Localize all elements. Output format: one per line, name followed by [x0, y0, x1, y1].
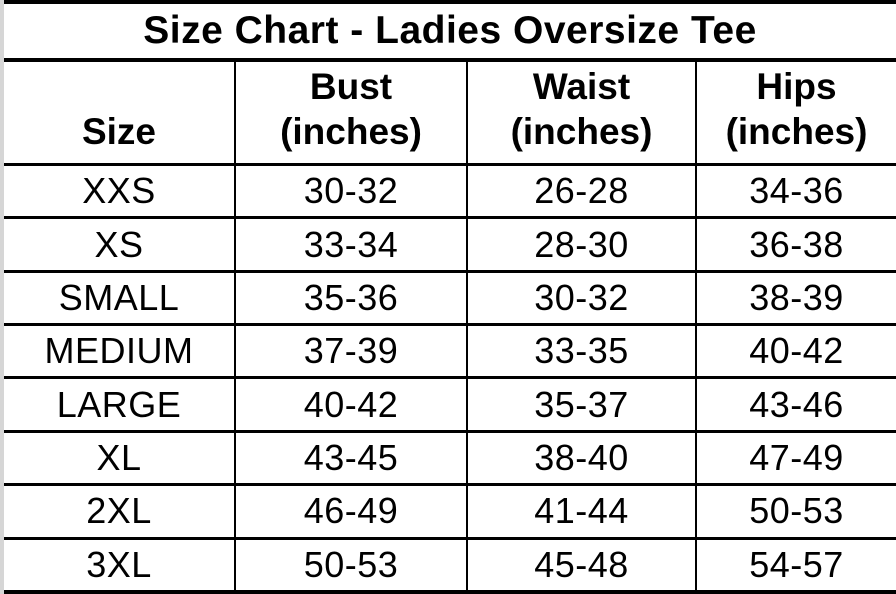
bust-cell: 35-36: [234, 269, 468, 327]
col-header-size: Size: [1, 58, 236, 166]
waist-cell: 45-48: [466, 536, 697, 594]
table-row: MEDIUM 37-39 33-35 40-42: [1, 323, 896, 380]
col-header-size-label: Size: [81, 110, 157, 152]
size-cell: 2XL: [1, 483, 236, 540]
waist-cell: 30-32: [466, 269, 697, 327]
table-row: LARGE 40-42 35-37 43-46: [1, 376, 896, 433]
table-title: Size Chart - Ladies Oversize Tee: [0, 0, 896, 62]
table-row: XS 33-34 28-30 36-38: [1, 216, 896, 273]
size-cell: SMALL: [1, 269, 236, 327]
col-header-hips-label: Hips: [756, 65, 837, 107]
bust-cell: 40-42: [234, 376, 468, 433]
waist-cell: 33-35: [466, 323, 697, 380]
hips-cell: 43-46: [694, 376, 896, 433]
table-row: XL 43-45 38-40 47-49: [1, 429, 896, 487]
hips-cell: 36-38: [694, 216, 896, 273]
table-row: XXS 30-32 26-28 34-36: [1, 162, 896, 220]
waist-cell: 38-40: [466, 429, 697, 487]
hips-cell: 54-57: [694, 536, 896, 594]
scan-edge-artifact: [0, 0, 4, 594]
hips-cell: 40-42: [694, 323, 896, 380]
size-cell: 3XL: [1, 536, 236, 594]
bust-cell: 33-34: [234, 216, 468, 273]
col-header-bust-unit: (inches): [280, 110, 422, 152]
hips-cell: 38-39: [694, 269, 896, 327]
waist-cell: 41-44: [466, 483, 697, 540]
waist-cell: 35-37: [466, 376, 697, 433]
table-row: 2XL 46-49 41-44 50-53: [1, 483, 896, 540]
col-header-waist-unit: (inches): [510, 110, 653, 152]
col-header-hips-unit: (inches): [725, 110, 868, 152]
bust-cell: 30-32: [234, 162, 468, 220]
title-row: Size Chart - Ladies Oversize Tee: [0, 0, 896, 62]
table-row: SMALL 35-36 30-32 38-39: [1, 269, 896, 327]
bust-cell: 50-53: [234, 536, 468, 594]
size-cell: MEDIUM: [1, 323, 236, 380]
col-header-bust-label: Bust: [309, 65, 393, 107]
col-header-waist-label: Waist: [532, 65, 631, 107]
hips-cell: 47-49: [694, 429, 896, 487]
size-cell: XXS: [1, 162, 236, 220]
bust-cell: 37-39: [234, 323, 468, 380]
size-cell: XL: [1, 429, 236, 487]
col-header-bust: Bust (inches): [234, 58, 468, 166]
waist-cell: 28-30: [466, 216, 697, 273]
col-header-hips: Hips (inches): [694, 58, 896, 166]
header-row: Size Bust (inches) Waist (inches) Hips (inc…: [1, 58, 896, 166]
bust-cell: 43-45: [234, 429, 468, 487]
waist-cell: 26-28: [466, 162, 697, 220]
hips-cell: 50-53: [694, 483, 896, 540]
col-header-waist: Waist (inches): [466, 58, 697, 166]
table-row: 3XL 50-53 45-48 54-57: [1, 536, 896, 594]
size-cell: XS: [1, 216, 236, 273]
bust-cell: 46-49: [234, 483, 468, 540]
size-cell: LARGE: [1, 376, 236, 433]
hips-cell: 34-36: [694, 162, 896, 220]
